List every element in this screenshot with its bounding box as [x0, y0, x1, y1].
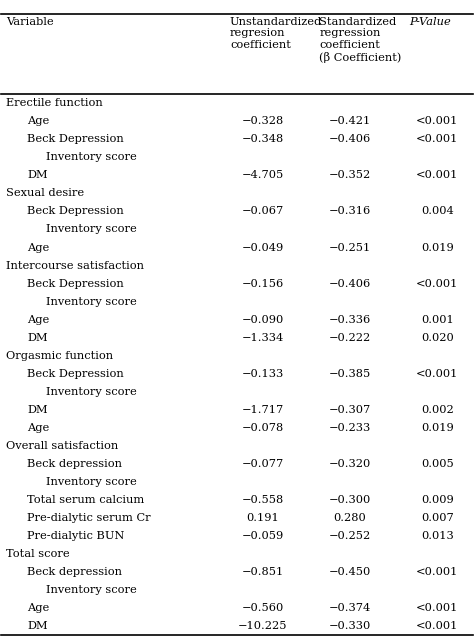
Text: Inventory score: Inventory score [46, 585, 137, 595]
Text: −0.300: −0.300 [329, 495, 371, 505]
Text: −0.560: −0.560 [242, 603, 284, 613]
Text: −0.252: −0.252 [329, 531, 371, 541]
Text: <0.001: <0.001 [416, 116, 458, 126]
Text: Intercourse satisfaction: Intercourse satisfaction [6, 260, 144, 271]
Text: −0.316: −0.316 [329, 206, 371, 217]
Text: Orgasmic function: Orgasmic function [6, 350, 113, 361]
Text: <0.001: <0.001 [416, 170, 458, 181]
Text: Variable: Variable [6, 17, 54, 27]
Text: 0.001: 0.001 [421, 314, 454, 325]
Text: Beck Depression: Beck Depression [27, 134, 124, 144]
Text: Beck Depression: Beck Depression [27, 278, 124, 289]
Text: Unstandardized
regresion
coefficient: Unstandardized regresion coefficient [230, 17, 322, 50]
Text: <0.001: <0.001 [416, 567, 458, 577]
Text: −0.558: −0.558 [242, 495, 284, 505]
Text: 0.019: 0.019 [421, 242, 454, 253]
Text: <0.001: <0.001 [416, 368, 458, 379]
Text: −0.049: −0.049 [242, 242, 284, 253]
Text: −0.222: −0.222 [329, 332, 371, 343]
Text: −10.225: −10.225 [238, 621, 288, 631]
Text: −0.851: −0.851 [242, 567, 284, 577]
Text: Age: Age [27, 242, 50, 253]
Text: <0.001: <0.001 [416, 621, 458, 631]
Text: −4.705: −4.705 [242, 170, 284, 181]
Text: Inventory score: Inventory score [46, 296, 137, 307]
Text: Total score: Total score [6, 549, 70, 559]
Text: Age: Age [27, 423, 50, 433]
Text: −0.090: −0.090 [242, 314, 284, 325]
Text: Age: Age [27, 603, 50, 613]
Text: DM: DM [27, 405, 48, 415]
Text: −0.320: −0.320 [329, 459, 371, 469]
Text: Inventory score: Inventory score [46, 477, 137, 487]
Text: Inventory score: Inventory score [46, 386, 137, 397]
Text: Pre-dialytic serum Cr: Pre-dialytic serum Cr [27, 513, 151, 523]
Text: Sexual desire: Sexual desire [6, 188, 84, 199]
Text: <0.001: <0.001 [416, 134, 458, 144]
Text: −0.078: −0.078 [242, 423, 284, 433]
Text: 0.004: 0.004 [421, 206, 454, 217]
Text: −0.059: −0.059 [242, 531, 284, 541]
Text: −0.352: −0.352 [329, 170, 371, 181]
Text: 0.002: 0.002 [421, 405, 454, 415]
Text: DM: DM [27, 170, 48, 181]
Text: −0.406: −0.406 [329, 134, 371, 144]
Text: −0.251: −0.251 [329, 242, 371, 253]
Text: −0.385: −0.385 [329, 368, 371, 379]
Text: −0.307: −0.307 [329, 405, 371, 415]
Text: Beck Depression: Beck Depression [27, 368, 124, 379]
Text: Overall satisfaction: Overall satisfaction [6, 441, 118, 451]
Text: Inventory score: Inventory score [46, 224, 137, 235]
Text: −0.133: −0.133 [242, 368, 284, 379]
Text: −1.334: −1.334 [242, 332, 284, 343]
Text: −0.328: −0.328 [242, 116, 284, 126]
Text: −0.330: −0.330 [329, 621, 371, 631]
Text: −0.233: −0.233 [329, 423, 371, 433]
Text: 0.005: 0.005 [421, 459, 454, 469]
Text: 0.013: 0.013 [421, 531, 454, 541]
Text: Standardized
regression
coefficient
(β Coefficient): Standardized regression coefficient (β C… [319, 17, 402, 63]
Text: −0.067: −0.067 [242, 206, 284, 217]
Text: −0.348: −0.348 [242, 134, 284, 144]
Text: <0.001: <0.001 [416, 278, 458, 289]
Text: 0.019: 0.019 [421, 423, 454, 433]
Text: Beck depression: Beck depression [27, 459, 122, 469]
Text: 0.020: 0.020 [421, 332, 454, 343]
Text: −0.336: −0.336 [329, 314, 371, 325]
Text: −0.406: −0.406 [329, 278, 371, 289]
Text: Erectile function: Erectile function [6, 98, 103, 108]
Text: <0.001: <0.001 [416, 603, 458, 613]
Text: 0.009: 0.009 [421, 495, 454, 505]
Text: 0.280: 0.280 [334, 513, 366, 523]
Text: −0.156: −0.156 [242, 278, 284, 289]
Text: −0.374: −0.374 [329, 603, 371, 613]
Text: DM: DM [27, 621, 48, 631]
Text: 0.191: 0.191 [246, 513, 279, 523]
Text: Beck depression: Beck depression [27, 567, 122, 577]
Text: −0.421: −0.421 [329, 116, 371, 126]
Text: 0.007: 0.007 [421, 513, 454, 523]
Text: Inventory score: Inventory score [46, 152, 137, 162]
Text: −0.077: −0.077 [242, 459, 284, 469]
Text: Pre-dialytic BUN: Pre-dialytic BUN [27, 531, 125, 541]
Text: Total serum calcium: Total serum calcium [27, 495, 145, 505]
Text: −0.450: −0.450 [329, 567, 371, 577]
Text: Age: Age [27, 314, 50, 325]
Text: Beck Depression: Beck Depression [27, 206, 124, 217]
Text: DM: DM [27, 332, 48, 343]
Text: P-Value: P-Value [409, 17, 451, 27]
Text: Age: Age [27, 116, 50, 126]
Text: −1.717: −1.717 [242, 405, 284, 415]
